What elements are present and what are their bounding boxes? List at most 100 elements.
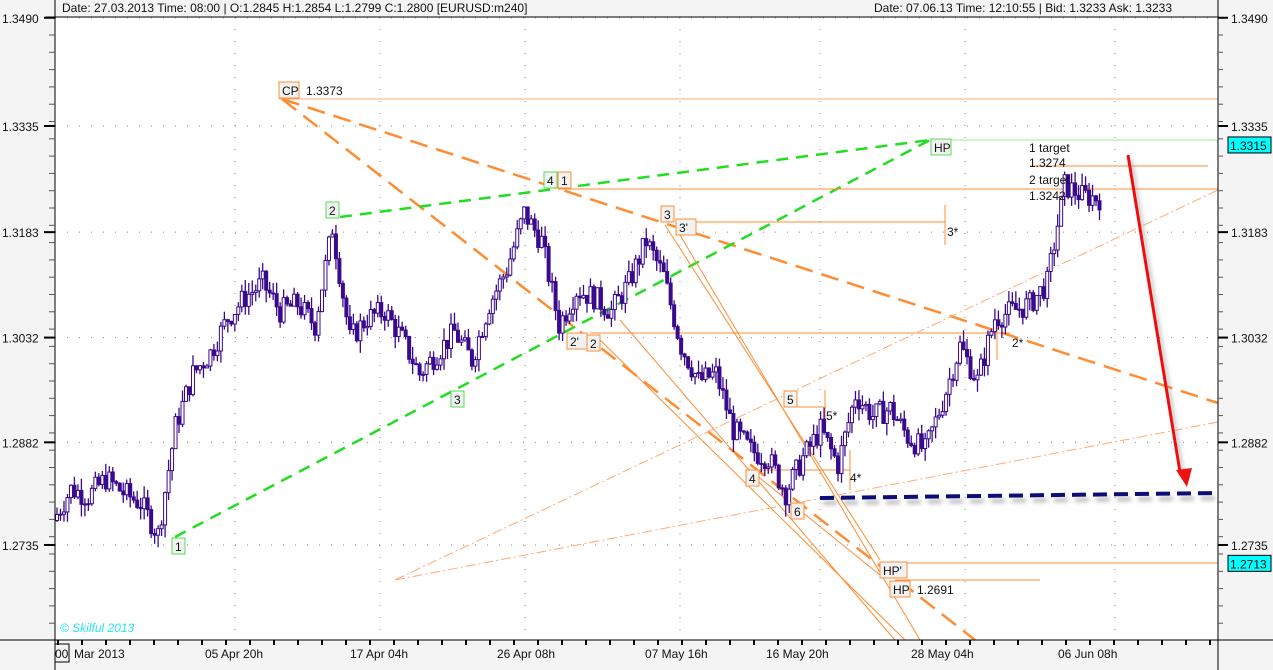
candle-body (410, 358, 415, 365)
y-tick-label-right: 1.2735 (1231, 539, 1268, 553)
point-3-star-label: 3* (947, 225, 959, 239)
candle-body (197, 365, 202, 371)
candle-body (421, 373, 426, 376)
point-1b-label-box (557, 171, 572, 189)
candle-body (351, 323, 356, 331)
candle-body (780, 487, 785, 490)
candle-body (930, 426, 935, 432)
candle-body (700, 372, 705, 380)
candle-body (842, 431, 847, 447)
candle-body (727, 409, 732, 415)
hp-top-label-box (930, 138, 952, 156)
candle-body (560, 315, 565, 334)
x-start-box (54, 643, 70, 663)
candle-body (710, 371, 715, 378)
candle-body (393, 319, 398, 338)
candle-body (152, 533, 157, 536)
candle-body (909, 442, 914, 446)
candle-body (1038, 286, 1043, 296)
candle-body (128, 483, 133, 498)
candle-body (257, 278, 262, 292)
candle-body (1027, 292, 1032, 300)
candle-body (971, 377, 976, 381)
candle-body (532, 218, 537, 231)
candle-body (253, 290, 258, 294)
candle-body (504, 274, 509, 278)
candle-body (382, 315, 387, 321)
candle-body (759, 462, 764, 465)
candle-body (815, 433, 820, 446)
candle-body (173, 416, 178, 450)
candle-body (347, 316, 352, 331)
candle-body (236, 306, 241, 315)
candle-body (602, 308, 607, 316)
candle-body (745, 431, 750, 440)
point-2-prime-label: 2' (570, 335, 579, 349)
candle-body (741, 430, 746, 433)
candle-body (177, 416, 182, 425)
candle-body (281, 297, 286, 323)
candle-body (689, 367, 694, 378)
point-4-orange-label: 4 (749, 472, 756, 486)
candle-body (877, 400, 882, 405)
candle-body (1006, 301, 1011, 315)
candle-body (888, 402, 893, 412)
candle-body (438, 358, 443, 366)
candle-body (246, 293, 251, 307)
candle-body (86, 503, 91, 506)
candle-body (379, 302, 384, 317)
candle-body (644, 238, 649, 247)
candle-body (978, 358, 983, 376)
arrow-head-icon (1176, 468, 1192, 487)
candle-body (424, 363, 429, 375)
trend-line-dashed (281, 97, 1219, 405)
candle-body (215, 350, 220, 357)
candle-body (302, 301, 307, 316)
point-2-label: 2 (329, 204, 336, 218)
candle-body (473, 359, 478, 367)
candle-body (1052, 249, 1057, 255)
candle-body (874, 403, 879, 418)
point-1-label: 1 (175, 540, 182, 554)
target-2-label: 2 target (1029, 173, 1070, 187)
candle-body (103, 474, 108, 490)
candle-body (156, 528, 161, 536)
point-6-label-box (790, 502, 805, 520)
candle-body (166, 470, 171, 494)
candle-body (1087, 189, 1092, 206)
candle-body (654, 249, 659, 262)
candle-body (755, 452, 760, 464)
candle-body (616, 293, 621, 297)
fan-line (744, 465, 881, 576)
candle-body (822, 418, 827, 433)
candle-body (480, 335, 485, 338)
candle-body (640, 238, 645, 265)
point-1b-label: 1 (561, 174, 568, 188)
y-tick-label-right: 1.3335 (1231, 120, 1268, 134)
candle-body (905, 429, 910, 444)
candle-body (170, 448, 175, 472)
candle-body (117, 482, 122, 492)
candle-body (285, 297, 290, 305)
candle-body (306, 301, 311, 310)
candle-body (1069, 182, 1074, 198)
y-tick-label-left: 1.3335 (2, 120, 39, 134)
x-tick-label: 07 May 16h (645, 647, 708, 661)
candle-body (630, 271, 635, 284)
candle-body (323, 259, 328, 291)
candle-body (713, 366, 718, 373)
candle-body (849, 406, 854, 424)
candle-body (403, 329, 408, 337)
cp-label-box (278, 81, 300, 99)
candle-body (333, 233, 338, 260)
candle-body (278, 306, 283, 323)
candle-body (595, 287, 600, 310)
candle-body (550, 280, 555, 283)
candle-body (707, 367, 712, 378)
candle-body (818, 418, 823, 446)
candle-body (961, 341, 966, 350)
candle-body (797, 459, 802, 476)
candle-body (142, 497, 147, 510)
candle-body (895, 419, 900, 422)
